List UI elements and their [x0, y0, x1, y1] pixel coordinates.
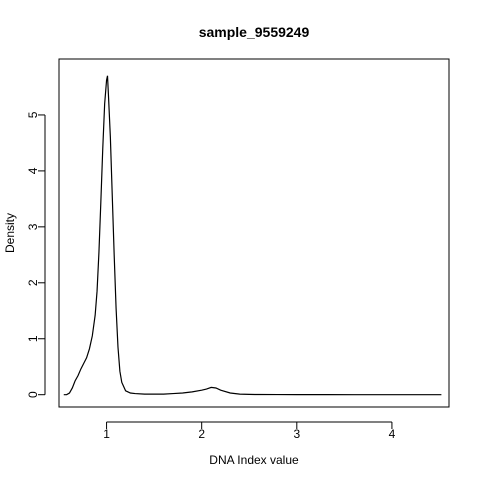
y-axis-label: Density	[3, 213, 17, 253]
x-tick-label: 4	[389, 427, 396, 441]
y-tick-label: 0	[26, 391, 40, 398]
x-axis: 1 2 3 4	[103, 421, 396, 441]
plot-frame	[58, 58, 450, 408]
chart-title: sample_9559249	[199, 24, 310, 40]
y-axis: 0 1 2 3 4 5	[26, 111, 46, 398]
x-tick-label: 3	[293, 427, 300, 441]
y-tick-label: 1	[26, 335, 40, 342]
y-tick-label: 4	[26, 167, 40, 174]
density-curve	[63, 75, 442, 396]
x-tick-label: 1	[103, 427, 110, 441]
y-tick-label: 3	[26, 223, 40, 230]
x-axis-label: DNA Index value	[209, 453, 299, 467]
y-tick-label: 2	[26, 279, 40, 286]
x-tick-label: 2	[198, 427, 205, 441]
y-tick-label: 5	[26, 111, 40, 118]
